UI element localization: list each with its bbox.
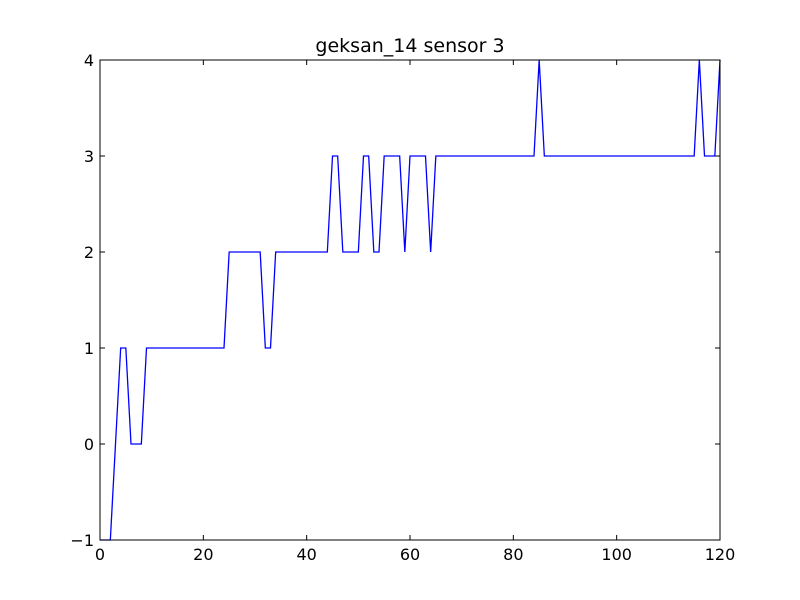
y-tick-label: −1 [70,531,94,550]
x-tick-label: 80 [503,545,523,564]
series-line-0 [100,59,721,541]
x-tick-label: 40 [296,545,316,564]
y-tick-label: 1 [84,339,94,358]
y-tick-label: 3 [84,147,94,166]
x-tick-label: 100 [601,545,632,564]
x-tick-label: 20 [193,545,213,564]
x-tick-label: 0 [95,545,105,564]
x-tick-label: 60 [400,545,420,564]
chart-title: geksan_14 sensor 3 [315,35,504,57]
y-tick-label: 2 [84,243,94,262]
x-tick-label: 120 [705,545,736,564]
y-tick-label: 0 [84,435,94,454]
y-tick-label: 4 [84,51,94,70]
